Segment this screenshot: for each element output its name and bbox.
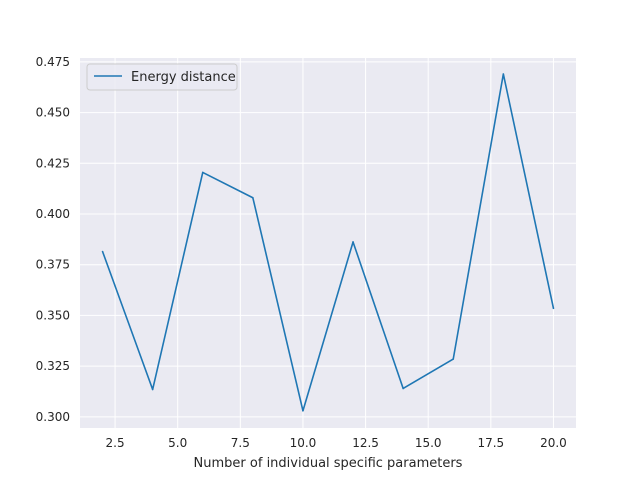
x-tick-label: 15.0	[415, 436, 442, 450]
tick-labels: 2.5 5.0 7.5 10.0 12.5 15.0 17.5 20.0 0.300 0.325 0…	[36, 55, 567, 450]
y-tick-label: 0.425	[36, 156, 70, 170]
series-line-energy-distance	[101, 73, 555, 412]
legend: Energy distance	[86, 63, 238, 91]
x-tick-label: 7.5	[231, 436, 250, 450]
y-tick-label: 0.375	[36, 258, 70, 272]
y-tick-label: 0.475	[36, 55, 70, 69]
data-point	[151, 388, 154, 391]
data-point	[352, 241, 354, 243]
y-tick-label: 0.450	[36, 106, 70, 120]
x-tick-label: 2.5	[106, 436, 125, 450]
x-tick-label: 5.0	[168, 436, 187, 450]
data-point	[101, 250, 104, 253]
x-tick-label: 20.0	[540, 436, 567, 450]
data-point	[502, 73, 505, 75]
x-tick-label: 12.5	[352, 436, 379, 450]
data-point	[552, 307, 555, 310]
y-tick-label: 0.325	[36, 359, 70, 373]
legend-box	[86, 63, 238, 91]
data-point	[302, 409, 304, 412]
data-point	[252, 196, 254, 199]
data-point	[201, 171, 204, 174]
data-point	[402, 387, 404, 390]
data-point	[452, 358, 455, 360]
plot-background	[80, 58, 576, 428]
y-tick-label: 0.300	[36, 410, 70, 424]
y-tick-label: 0.350	[36, 308, 70, 322]
y-tick-label: 0.400	[36, 207, 70, 221]
legend-series-label: Energy distance	[131, 70, 236, 85]
series-layer	[101, 73, 555, 412]
grid	[80, 58, 576, 428]
x-tick-label: 17.5	[477, 436, 504, 450]
x-axis-label: Number of individual specific parameters	[194, 456, 463, 471]
x-tick-label: 10.0	[290, 436, 317, 450]
